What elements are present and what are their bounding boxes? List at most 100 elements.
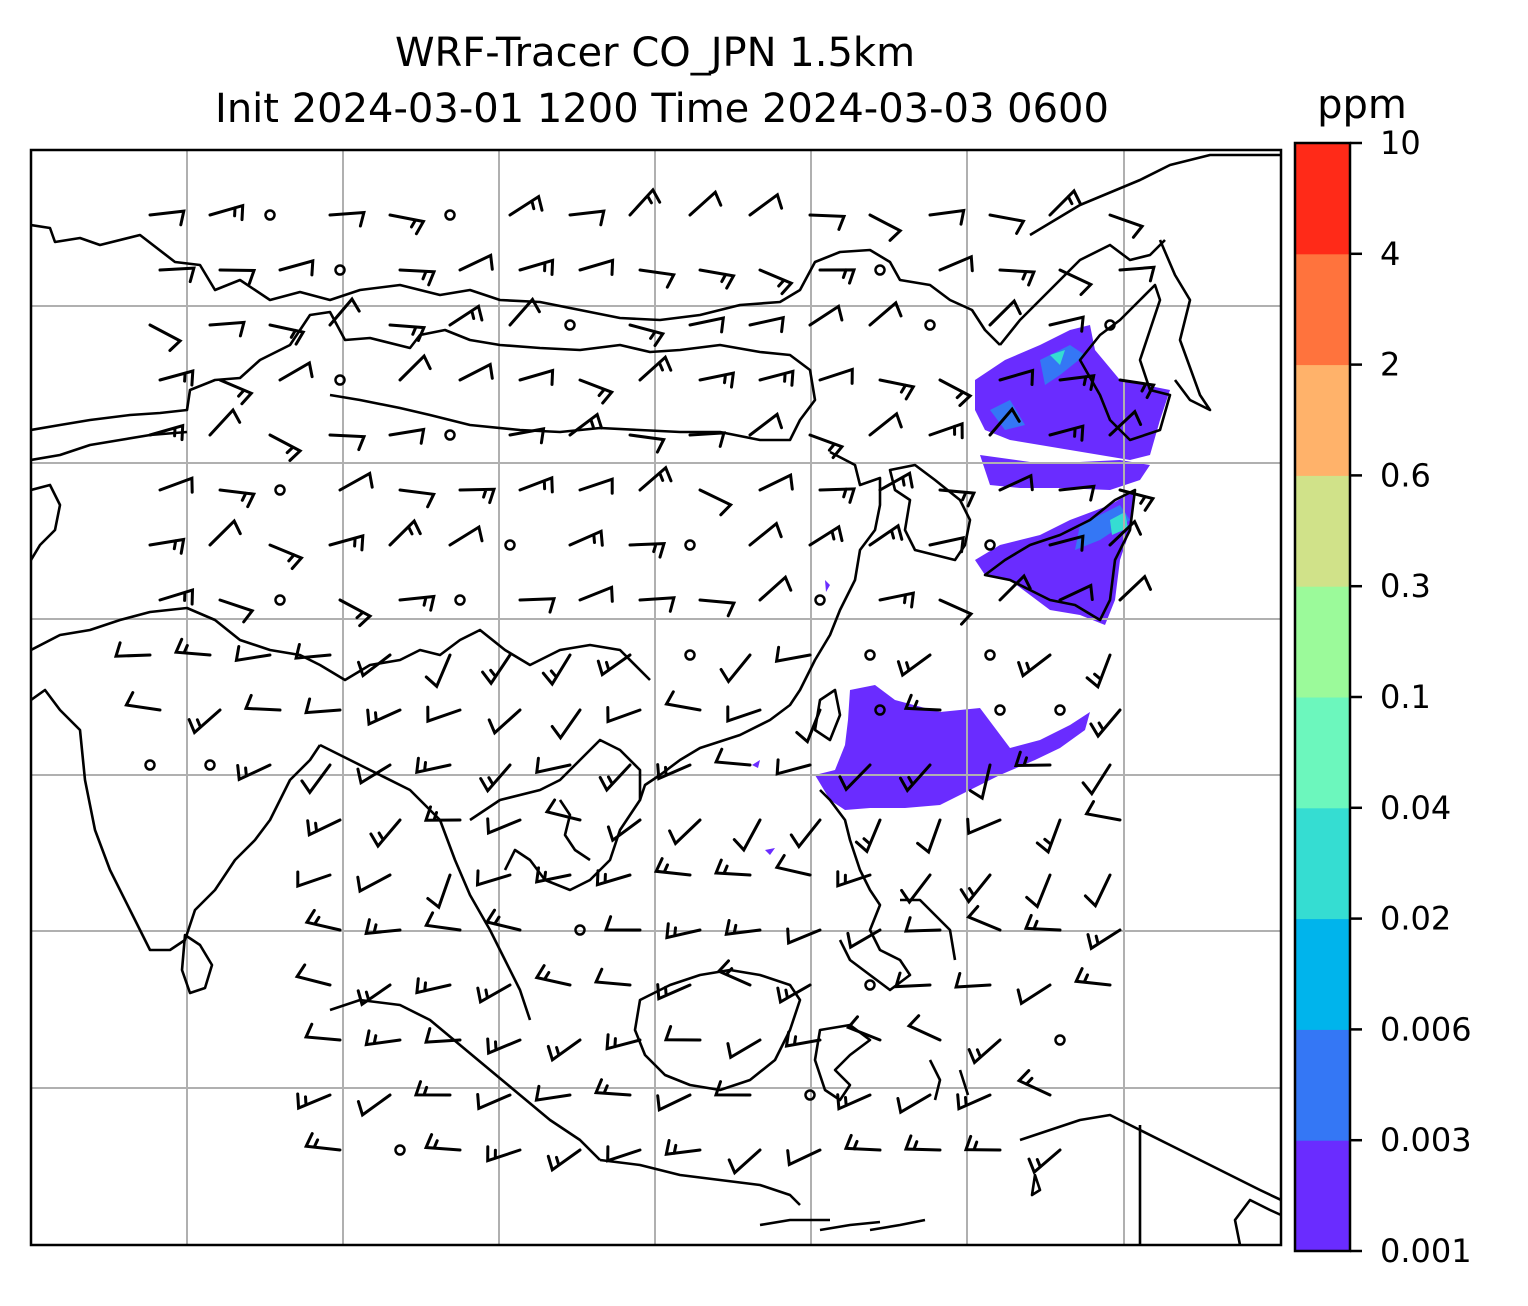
wind-barb [304,908,342,932]
wind-barb [628,542,667,559]
wind-barb [774,854,812,877]
wind-barb [966,905,1002,932]
wind-barb [300,763,332,795]
wind-barb [294,643,332,660]
wind-barb [187,708,222,736]
wind-barb [713,1080,752,1097]
wind-barb [928,535,965,554]
wind-barb [306,818,342,837]
wind-barb [748,411,783,437]
colorbar-block [1295,807,1350,920]
colorbar-block [1295,143,1350,255]
calm-wind-marker [274,484,286,496]
wind-barb [899,763,932,793]
wind-barb [605,1033,642,1051]
coast-russia-china-north [31,223,1001,346]
wind-barb [578,585,614,603]
wind-barb [638,596,676,613]
wind-barb [148,423,185,442]
wind-barb [148,209,186,227]
wind-barb [954,972,992,989]
wind-barb [158,476,194,494]
calm-wind-marker [984,539,996,551]
calm-wind-marker [444,209,456,221]
colorbar-ticks: 0.001 0.003 0.006 0.02 0.04 0.1 0.3 0.6 2 4 10 [1350,124,1472,1270]
wind-barb [388,518,422,547]
tracer-patch-japan-teal [1050,350,1128,535]
wind-barb [1084,800,1122,822]
wind-barb [1085,653,1112,690]
wind-barb [518,597,557,614]
map-title-line2: Init 2024-03-01 1200 Time 2024-03-03 060… [215,86,1109,132]
wind-barb [786,1148,822,1167]
wind-barb [415,977,452,995]
wind-barb [726,705,762,723]
wind-barb [808,303,844,327]
colorbar-tick-label: 10 [1380,124,1421,162]
calm-wind-marker [144,759,156,771]
calm-wind-marker [564,319,576,331]
wind-barb [208,518,242,547]
wind-barb [1058,484,1096,502]
calm-wind-marker [334,374,346,386]
wind-barb [398,268,437,287]
calm-wind-marker [1054,704,1066,716]
coast-srilanka [180,933,214,995]
wind-barb [1058,268,1094,296]
wind-barb [518,258,555,276]
wind-barb [426,705,462,724]
wind-barb [668,818,702,847]
wind-barb [878,470,914,492]
wind-barb [544,798,582,822]
wind-barb [928,208,966,226]
colorbar-tick-label: 0.04 [1380,789,1451,827]
wind-barb [774,645,812,663]
wind-barb [481,653,512,686]
wind-barb [808,433,845,460]
wind-barb [878,378,916,401]
colorbar-tick-label: 0.006 [1380,1010,1472,1048]
coast-java [599,1158,830,1227]
wind-barb [458,362,494,382]
wind-barb [388,213,426,236]
wind-barb [508,296,541,327]
wind-barb [356,983,392,1007]
calm-wind-marker [864,649,876,661]
wind-barb [846,928,882,950]
colorbar-block [1295,1029,1350,1141]
wind-barb [1118,265,1156,283]
wind-barb [595,869,632,887]
calm-wind-marker [994,704,1006,716]
wind-barb [998,473,1034,492]
wind-barb [628,433,666,454]
coast-russia-far-east [998,239,1166,346]
wind-barb [938,488,977,508]
colorbar-tick-label: 4 [1380,235,1400,273]
wind-barb [487,708,522,736]
calm-wind-marker [444,429,456,441]
coast-japan-hokkaido [1078,283,1172,442]
wind-barb [664,690,702,712]
wind-barb [356,873,392,894]
wind-barb [304,697,342,715]
wind-barb [458,253,494,272]
wind-barb [148,323,183,352]
wind-barb [356,1093,392,1118]
wind-barb [546,1038,582,1063]
coast-pakistan [31,483,62,561]
wind-barb [698,598,737,618]
colorbar-block [1295,586,1350,698]
wind-barb [158,588,195,606]
coast-philippines [819,789,957,992]
calm-wind-marker [204,759,216,771]
wind-barb [719,653,752,684]
wind-barb [550,708,582,741]
wind-barb [748,192,784,217]
colorbar-unit-label: ppm [1317,82,1407,128]
calm-wind-marker [274,594,286,606]
wind-barb [606,818,642,843]
wind-barb [356,763,392,786]
wind-barb [475,869,512,887]
calm-wind-marker [1104,319,1116,331]
colorbar-block [1295,697,1350,809]
